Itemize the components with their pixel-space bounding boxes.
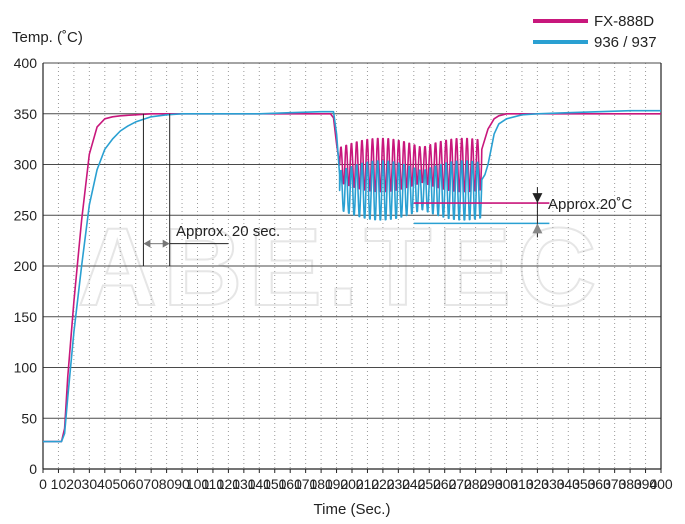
x-tick-label: 150	[263, 476, 287, 492]
temp-gap-arrow-down	[532, 193, 543, 204]
x-tick-label: 370	[603, 476, 627, 492]
x-tick-label: 200	[340, 476, 364, 492]
y-tick-label: 0	[29, 461, 37, 477]
time-gap-arrow-right	[162, 239, 170, 248]
x-tick-label: 120	[217, 476, 241, 492]
temp-gap-arrow-up	[532, 223, 543, 234]
x-tick-label: 50	[112, 476, 128, 492]
x-tick-label: 20	[66, 476, 82, 492]
x-tick-label: 250	[418, 476, 442, 492]
series-group	[43, 109, 661, 443]
x-tick-label: 160	[279, 476, 303, 492]
x-tick-label: 340	[557, 476, 581, 492]
annotations: Approx. 20 sec. Approx.20˚C	[142, 113, 632, 266]
y-tick-label: 200	[14, 258, 38, 274]
x-tick-label: 400	[649, 476, 673, 492]
legend-label-fx888d: FX-888D	[594, 13, 654, 30]
x-tick-label: 170	[294, 476, 318, 492]
y-tick-label: 150	[14, 309, 38, 325]
x-tick-label: 110	[202, 476, 225, 492]
legend-label-936-937: 936 / 937	[594, 34, 657, 51]
y-tick-label: 350	[14, 106, 38, 122]
x-tick-label: 40	[97, 476, 113, 492]
annotation-temp-gap-text: Approx.20˚C	[548, 196, 632, 213]
x-tick-label: 0	[39, 476, 47, 492]
x-tick-label: 30	[82, 476, 98, 492]
x-tick-label: 240	[402, 476, 426, 492]
time-gap-arrow-left	[143, 239, 151, 248]
x-tick-label: 300	[495, 476, 519, 492]
x-tick-label: 130	[232, 476, 256, 492]
x-tick-label: 350	[572, 476, 596, 492]
x-tick-label: 290	[479, 476, 503, 492]
series-line-fx888d	[43, 113, 661, 443]
x-tick-label: 230	[387, 476, 411, 492]
grid	[43, 62, 661, 469]
x-tick-label: 330	[541, 476, 565, 492]
series-line-936-937	[43, 109, 661, 443]
watermark-text: ABE.TEC	[78, 206, 603, 329]
axis-labels: Temp. (˚C) Time (Sec.)	[12, 29, 390, 518]
x-tick-label: 90	[174, 476, 190, 492]
x-tick-label: 220	[371, 476, 395, 492]
y-tick-label: 250	[14, 207, 38, 223]
x-tick-label: 210	[356, 476, 380, 492]
x-tick-label: 360	[588, 476, 612, 492]
x-tick-label: 190	[325, 476, 349, 492]
legend: FX-888D 936 / 937	[533, 13, 657, 51]
watermark: ABE.TEC	[77, 205, 603, 330]
y-axis-label: Temp. (˚C)	[12, 29, 83, 46]
x-tick-label: 80	[159, 476, 175, 492]
x-tick-label: 140	[248, 476, 272, 492]
y-tick-label: 400	[14, 55, 38, 71]
x-tick-label: 380	[618, 476, 642, 492]
x-tick-label: 60	[128, 476, 144, 492]
x-axis-label: Time (Sec.)	[314, 501, 391, 518]
x-tick-label: 100	[186, 476, 210, 492]
y-tick-label: 100	[14, 360, 38, 376]
x-tick-label: 180	[309, 476, 333, 492]
x-tick-label: 390	[634, 476, 658, 492]
x-tick-label: 280	[464, 476, 488, 492]
annotation-time-gap-text: Approx. 20 sec.	[176, 223, 280, 240]
y-tick-label: 300	[14, 157, 38, 173]
y-tick-label: 50	[21, 410, 37, 426]
x-tick-label: 70	[143, 476, 159, 492]
x-tick-label: 320	[526, 476, 550, 492]
x-tick-label: 310	[510, 476, 534, 492]
x-tick-label: 260	[433, 476, 457, 492]
axes: 0 10 20 30 40 50 60 70 80 90100110120130140150160…	[14, 55, 673, 492]
x-tick-label: 270	[448, 476, 472, 492]
x-tick-label: 10	[51, 476, 67, 492]
